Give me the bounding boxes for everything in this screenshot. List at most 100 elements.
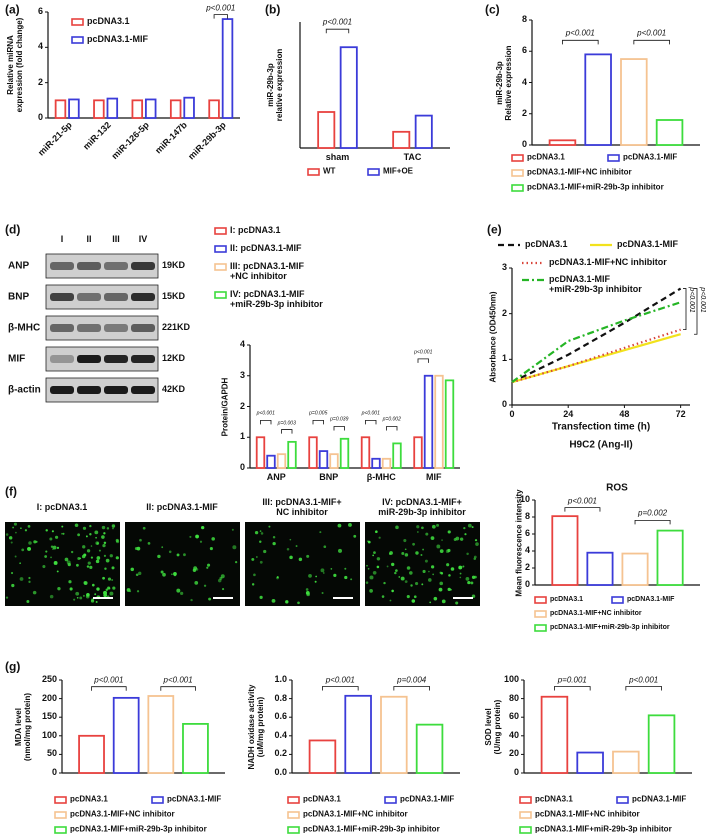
cell-spot <box>32 590 37 595</box>
significance-bracket <box>281 429 293 434</box>
legend-label: pcDNA3.1-MIF+NC inhibitor <box>535 809 640 819</box>
legend-swatch <box>511 169 524 177</box>
bar <box>221 18 234 119</box>
legend-label: pcDNA3.1 <box>535 794 573 804</box>
bar <box>317 111 336 149</box>
cell-spot <box>107 586 111 590</box>
cell-spot <box>337 523 342 528</box>
y-tick-label: 200 <box>41 692 57 703</box>
cell-spot <box>406 595 410 599</box>
bar <box>106 97 119 119</box>
cell-spot <box>49 537 53 541</box>
cell-spot <box>107 577 112 581</box>
blot-size-label: 221KD <box>162 322 191 333</box>
cell-spot <box>89 533 92 536</box>
p-value: p<0.001 <box>567 496 598 506</box>
cell-spot <box>447 548 451 553</box>
y-tick-label: 2 <box>239 400 245 411</box>
panel-label: (g) <box>5 659 21 674</box>
legend-swatch <box>287 796 300 804</box>
panel-label: (e) <box>487 222 502 237</box>
bar <box>620 58 648 146</box>
legend-label: pcDNA3.1-MIF <box>632 794 687 804</box>
cell-spot <box>289 538 292 541</box>
line-series <box>511 333 681 384</box>
cell-spot <box>378 536 381 539</box>
y-tick-label: 0 <box>521 139 527 150</box>
legend-label: pcDNA3.1 <box>87 16 130 27</box>
cell-spot <box>259 560 263 564</box>
cell-spot <box>455 536 460 541</box>
cell-spot <box>189 535 192 538</box>
legend-swatch <box>214 227 227 235</box>
cell-spot <box>425 532 429 536</box>
cell-spot <box>126 588 131 592</box>
cell-spot <box>372 570 377 575</box>
x-tick-label: ANP <box>266 472 286 483</box>
cell-spot <box>56 570 59 573</box>
y-tick-label: 60 <box>508 711 519 722</box>
cell-spot <box>473 557 477 560</box>
cell-spot <box>404 580 408 584</box>
cell-spot <box>474 539 478 542</box>
p-value: p<0.001 <box>637 28 667 38</box>
x-tick-label: 24 <box>563 409 574 420</box>
cell-spot <box>94 530 99 535</box>
legend-swatch <box>367 168 380 176</box>
cell-spot <box>398 576 401 578</box>
cell-spot <box>395 525 399 530</box>
legend-swatch <box>534 624 547 632</box>
legend-label: I: pcDNA3.1 <box>230 225 281 235</box>
y-tick-label: 6 <box>37 6 43 17</box>
bar <box>318 450 329 469</box>
y-tick-label: 0.8 <box>274 692 287 703</box>
significance-bracket <box>562 39 599 45</box>
bar <box>68 98 80 119</box>
cell-spot <box>367 540 371 544</box>
bar <box>276 453 287 469</box>
cell-spot <box>82 526 87 530</box>
legend-swatch <box>607 154 620 162</box>
bar <box>612 750 640 774</box>
cell-spot <box>95 600 98 603</box>
significance-bracket <box>213 14 228 19</box>
cell-spot <box>259 540 262 543</box>
blot-band <box>50 262 74 270</box>
cell-spot <box>147 542 151 545</box>
y-axis-label: Relative miRNA expression (fold change) <box>6 17 24 113</box>
significance-bracket <box>322 686 359 691</box>
cell-spot <box>50 545 54 548</box>
legend-swatch <box>214 263 227 271</box>
legend-swatch <box>616 796 629 804</box>
cell-spot <box>106 527 110 530</box>
cell-spot <box>372 554 375 557</box>
cell-spot <box>183 553 186 557</box>
cell-spot <box>381 595 385 598</box>
blot-band <box>131 355 155 363</box>
subtitle: H9C2 (Ang-II) <box>569 439 633 451</box>
cell-spot <box>61 532 63 535</box>
cell-spot <box>86 565 90 568</box>
cell-spot <box>289 555 293 560</box>
cell-spot <box>62 532 65 535</box>
cell-spot <box>77 557 81 560</box>
y-tick-label: 6 <box>524 528 530 539</box>
significance-bracket <box>625 686 662 691</box>
legend-swatch <box>151 796 164 804</box>
cell-spot <box>96 556 101 560</box>
p-value: p<0.001 <box>687 287 695 313</box>
bar <box>308 739 337 774</box>
bar <box>208 99 220 119</box>
bar <box>392 442 402 469</box>
bar <box>78 734 105 774</box>
bar <box>414 114 433 149</box>
legend-label: pcDNA3.1-MIF+miR-29b-3p inhibitor <box>535 824 672 834</box>
cell-spot <box>416 525 420 529</box>
cell-spot <box>220 574 225 579</box>
p-value: p<0.001 <box>322 17 353 27</box>
blot-band <box>50 293 74 301</box>
y-tick-label: 0 <box>513 767 519 778</box>
blot-band <box>131 262 155 270</box>
